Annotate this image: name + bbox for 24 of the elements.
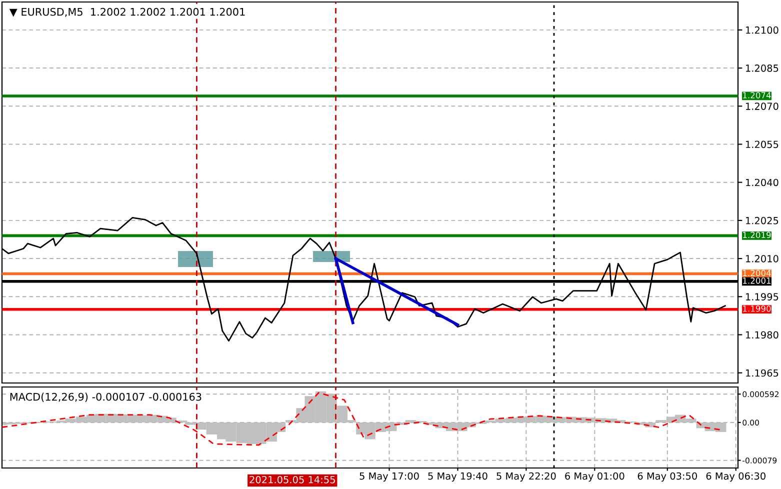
y-tick-label: 1.2055 [746, 140, 778, 148]
ref-line-label: 1.2074 [743, 92, 771, 98]
y-tick-label: 1.1980 [746, 331, 778, 339]
ref-line-label: 1.1990 [743, 305, 771, 312]
x-tick-label: 6 May 06:30 [706, 472, 766, 482]
y-tick-label: 1.2070 [746, 102, 778, 110]
y-tick-label: 1.1995 [746, 293, 778, 300]
y-tick-label: 1.2085 [746, 64, 778, 72]
x-tick-label: 5 May 19:40 [428, 472, 488, 482]
x-tick-label: 6 May 03:50 [638, 472, 697, 482]
ref-line-label: 2021.05.05 14:55 [250, 476, 335, 484]
y-tick-label: 1.2025 [746, 216, 778, 224]
ref-line-label: 1.2001 [743, 278, 771, 284]
x-tick-label: 6 May 01:00 [565, 472, 624, 482]
y-tick-label: 1.2040 [746, 178, 778, 186]
ref-line-label: 1.2004 [743, 270, 771, 276]
ref-line-label: 1.2019 [743, 232, 771, 238]
y-tick-label: 1.2100 [746, 26, 778, 34]
y-tick-label: 1.1965 [746, 369, 778, 377]
x-tick-label: 5 May 17:00 [360, 472, 419, 482]
chart-title: ▼ EURUSD,M5 1.2002 1.2002 1.2001 1.2001 [9, 8, 245, 17]
y-tick-label: 1.2010 [746, 255, 778, 262]
x-tick-label: 5 May 22:20 [496, 472, 556, 482]
chart-title: MACD(12,26,9) -0.000107 -0.000163 [10, 392, 202, 402]
